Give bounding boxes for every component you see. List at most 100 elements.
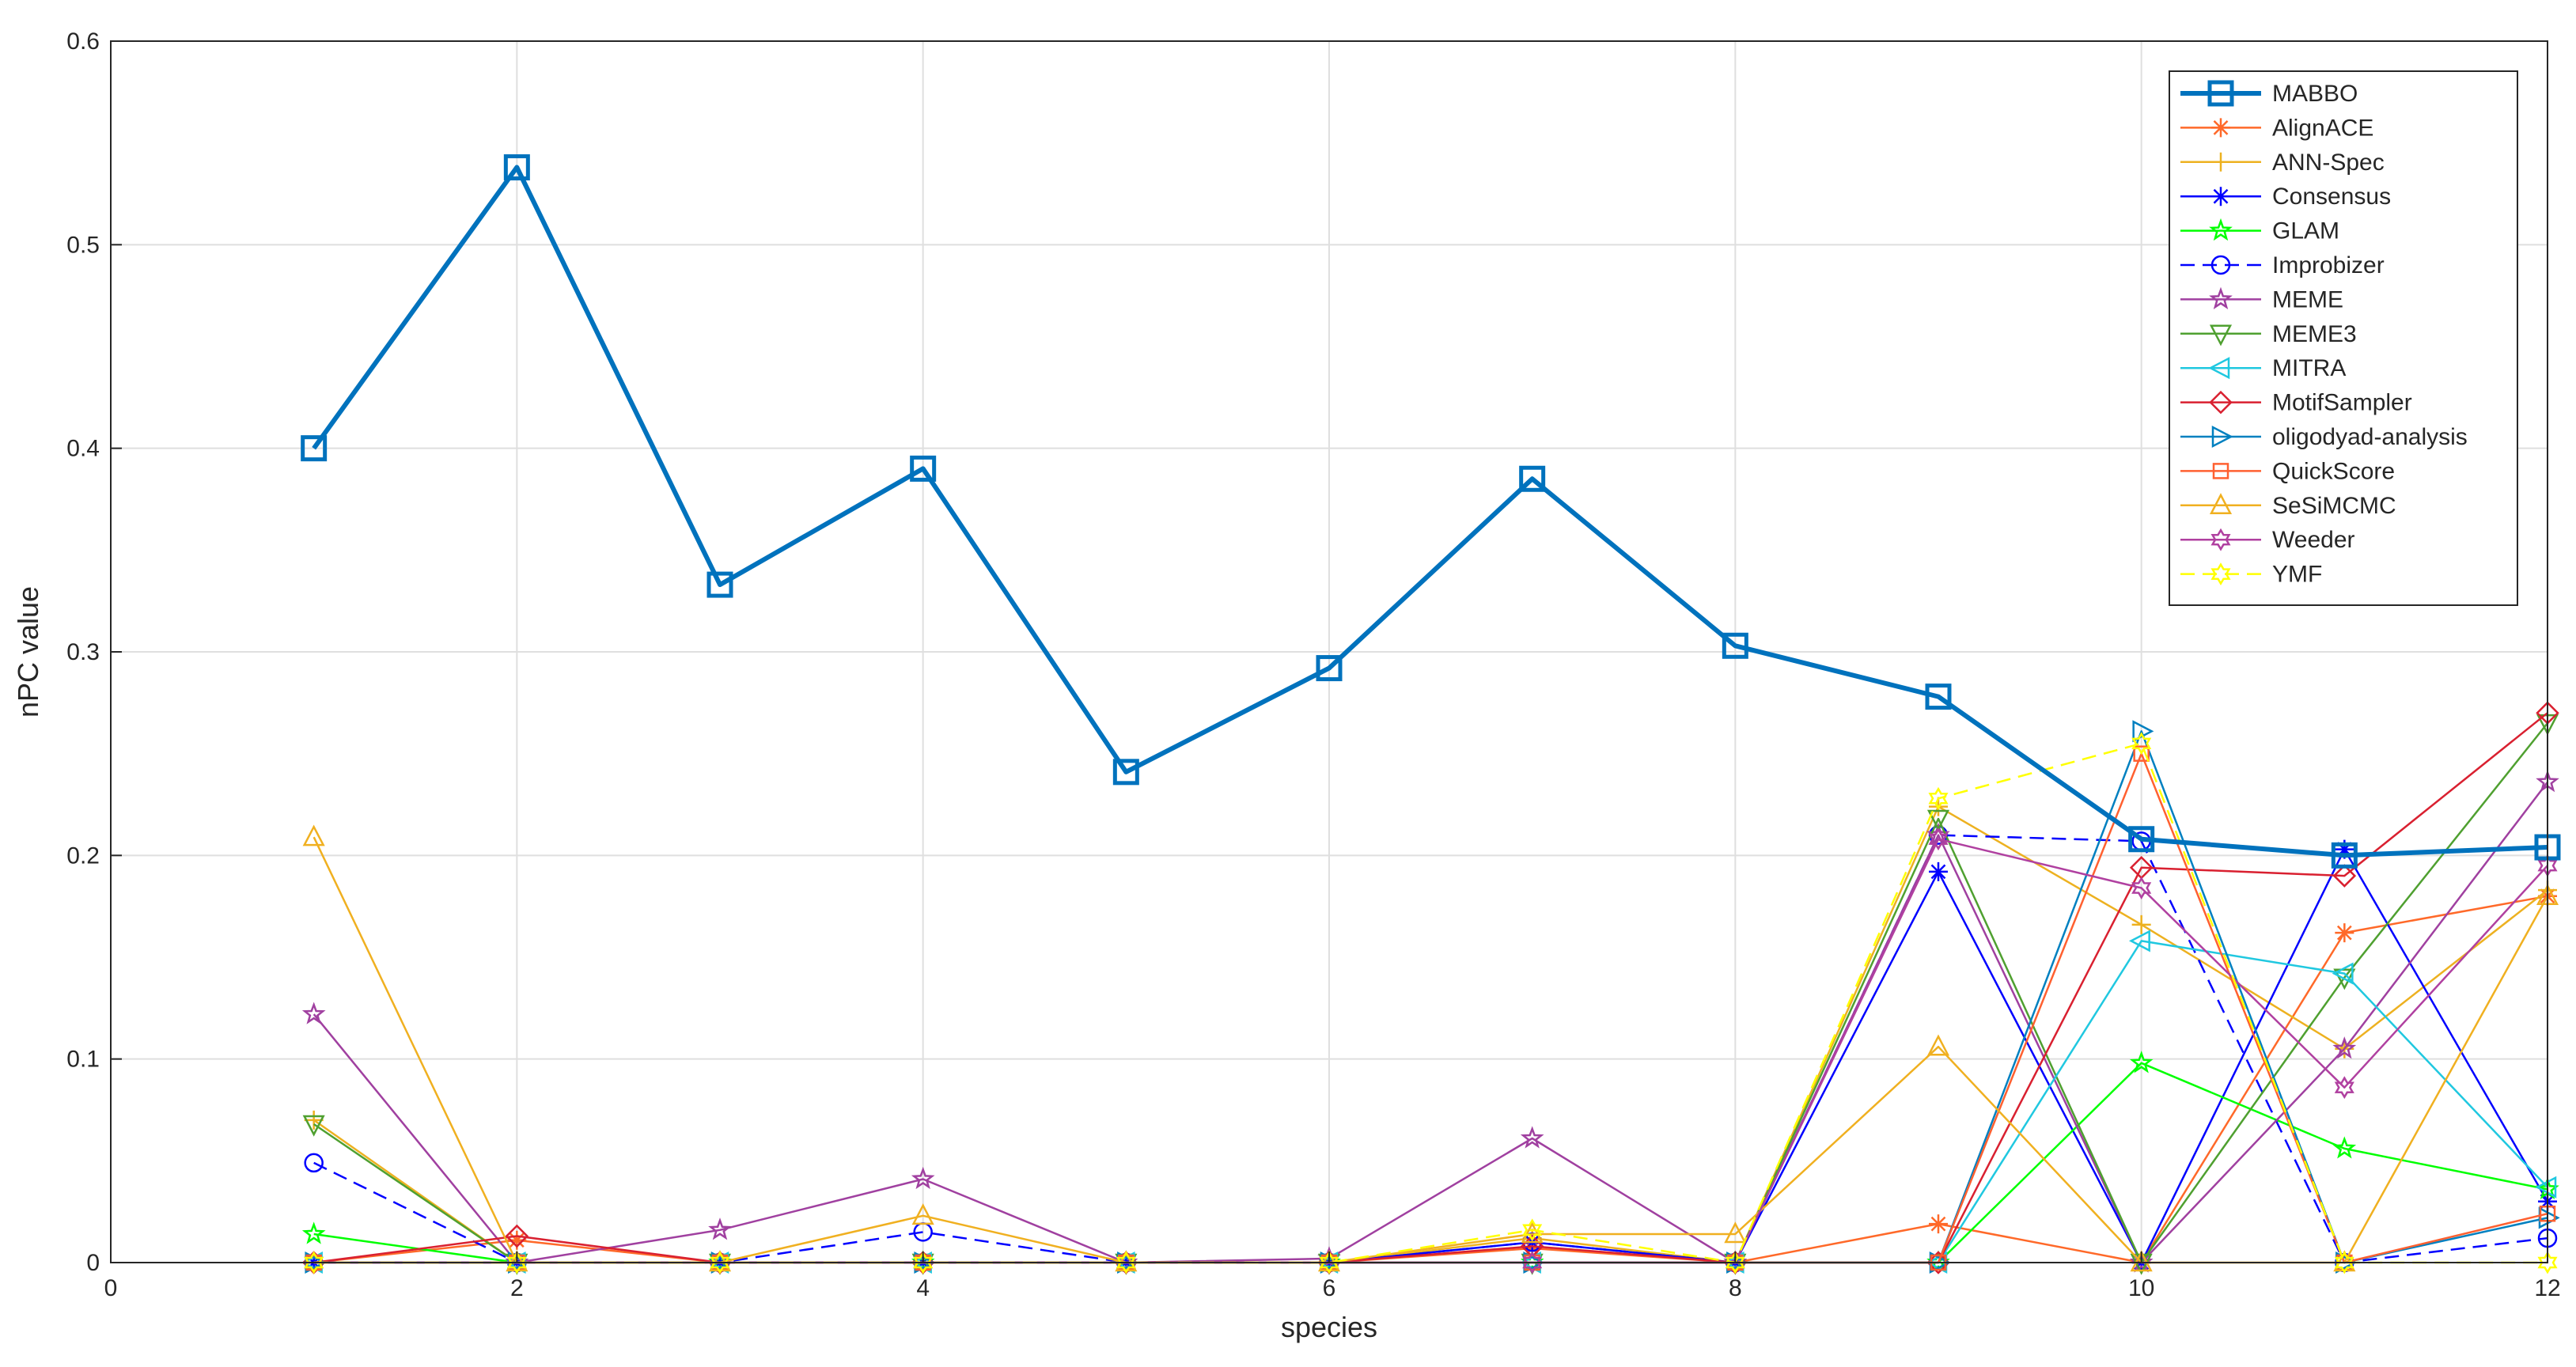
data-point-sesimcmc — [302, 824, 325, 846]
grid-lines — [111, 41, 2548, 1263]
legend-marker — [2207, 80, 2234, 107]
y-axis-label: nPC value — [12, 586, 44, 718]
series-line-motifsampler — [313, 712, 2548, 1264]
x-tick-label: 10 — [2128, 1275, 2154, 1301]
x-tick-label: 6 — [1323, 1275, 1336, 1301]
legend-item-quickscore: QuickScore — [2180, 458, 2395, 484]
data-point-weeder — [1522, 1251, 1543, 1274]
data-point-mabbo — [1519, 465, 1546, 492]
legend-marker — [2212, 463, 2229, 479]
legend-item-glam: GLAM — [2180, 218, 2339, 244]
legend-label: MABBO — [2272, 81, 2358, 107]
x-axis-label: species — [1281, 1311, 1377, 1343]
data-point-meme — [1520, 1126, 1544, 1149]
data-point-ymf — [2131, 732, 2152, 755]
legend-label: YMF — [2272, 562, 2322, 588]
data-point-weeder — [2334, 1076, 2354, 1100]
series-ymf — [304, 732, 2558, 1274]
data-point-ymf — [1116, 1251, 1136, 1274]
y-tick-label: 0.4 — [66, 436, 100, 462]
series-line-ymf — [313, 742, 2548, 1264]
legend-marker — [2209, 324, 2233, 346]
legend-marker — [2209, 390, 2233, 415]
data-point-sesimcmc — [911, 1203, 934, 1225]
data-point-alignace — [1929, 1214, 1948, 1234]
data-point-consensus — [2335, 839, 2354, 859]
data-point-mabbo — [2128, 826, 2155, 853]
legend-marker — [2209, 286, 2233, 309]
legend-label: SeSiMCMC — [2272, 493, 2396, 519]
legend-label: GLAM — [2272, 218, 2339, 244]
legend-label: Consensus — [2272, 184, 2391, 210]
legend-marker — [2210, 255, 2231, 275]
legend-item-ann-spec: ANN-Spec — [2180, 150, 2385, 176]
data-point-sesimcmc — [1724, 1221, 1747, 1244]
legend-label: QuickScore — [2272, 458, 2395, 484]
legend-label: ANN-Spec — [2272, 150, 2385, 176]
y-tick-label: 0.1 — [66, 1047, 100, 1073]
data-point-ymf — [506, 1251, 527, 1274]
data-point-consensus — [1929, 861, 1948, 881]
data-point-ymf — [2537, 1251, 2558, 1274]
x-tick-label: 12 — [2534, 1275, 2560, 1301]
x-tick-label: 2 — [510, 1275, 524, 1301]
data-point-mabbo — [1112, 759, 1139, 786]
data-point-weeder — [1928, 827, 1949, 851]
y-tick-label: 0.2 — [66, 843, 100, 869]
legend-marker — [2209, 493, 2233, 515]
y-tick-label: 0 — [86, 1250, 100, 1276]
legend: MABBO AlignACE ANN-Spec Consensus GLAM Improb… — [2169, 70, 2518, 606]
data-point-mitra — [2332, 962, 2354, 985]
data-point-sesimcmc — [1521, 1221, 1544, 1244]
data-point-ymf — [1928, 786, 1949, 810]
legend-marker — [2211, 187, 2230, 206]
data-point-mabbo — [503, 154, 530, 181]
legend-marker — [2211, 425, 2233, 449]
data-point-ymf — [304, 1251, 324, 1274]
legend-label: MEME3 — [2272, 321, 2357, 347]
data-point-mabbo — [1722, 632, 1748, 659]
series-line-mabbo — [312, 165, 2548, 858]
data-point-ymf — [2334, 1251, 2354, 1274]
legend-item-improbizer: Improbizer — [2180, 252, 2385, 278]
series-line-meme — [313, 781, 2548, 1264]
legend-item-alignace: AlignACE — [2180, 115, 2373, 141]
x-tick-label: 4 — [916, 1275, 930, 1301]
legend-item-mitra: MITRA — [2180, 355, 2346, 381]
legend-item-consensus: Consensus — [2180, 184, 2391, 210]
data-point-motifsampler — [505, 1224, 529, 1248]
legend-item-meme: MEME — [2180, 286, 2343, 312]
data-point-mitra — [2535, 1176, 2557, 1198]
data-point-mabbo — [2331, 842, 2358, 869]
x-tick-label: 8 — [1729, 1275, 1742, 1301]
data-point-ann-spec — [2131, 914, 2151, 934]
legend-label: MotifSampler — [2272, 390, 2412, 416]
legend-label: oligodyad-analysis — [2272, 424, 2468, 450]
data-point-mabbo — [910, 455, 937, 482]
data-point-meme3 — [1926, 809, 1950, 831]
data-point-ymf — [1319, 1251, 1339, 1274]
data-point-alignace — [507, 1230, 527, 1250]
legend-marker — [2209, 218, 2233, 241]
legend-label: Weeder — [2272, 527, 2355, 553]
data-point-ymf — [710, 1251, 730, 1274]
data-point-quickscore — [2133, 745, 2150, 762]
legend-marker — [2208, 357, 2230, 380]
data-point-meme3 — [302, 1115, 325, 1137]
legend-marker — [2211, 152, 2230, 172]
legend-item-motifsampler: MotifSampler — [2180, 390, 2412, 416]
data-point-meme — [911, 1166, 935, 1190]
data-point-sesimcmc — [2130, 1250, 2153, 1272]
data-point-glam — [2332, 1136, 2357, 1159]
legend-label: MITRA — [2272, 355, 2346, 381]
y-tick-label: 0.6 — [66, 28, 100, 55]
data-point-glam — [301, 1221, 326, 1244]
legend-label: AlignACE — [2272, 115, 2373, 141]
data-point-glam — [2129, 1051, 2154, 1074]
data-point-meme — [708, 1217, 732, 1240]
y-tick-label: 0.5 — [66, 232, 100, 258]
legend-marker — [2211, 118, 2230, 138]
legend-item-weeder: Weeder — [2180, 527, 2355, 553]
data-point-meme — [301, 1002, 326, 1024]
